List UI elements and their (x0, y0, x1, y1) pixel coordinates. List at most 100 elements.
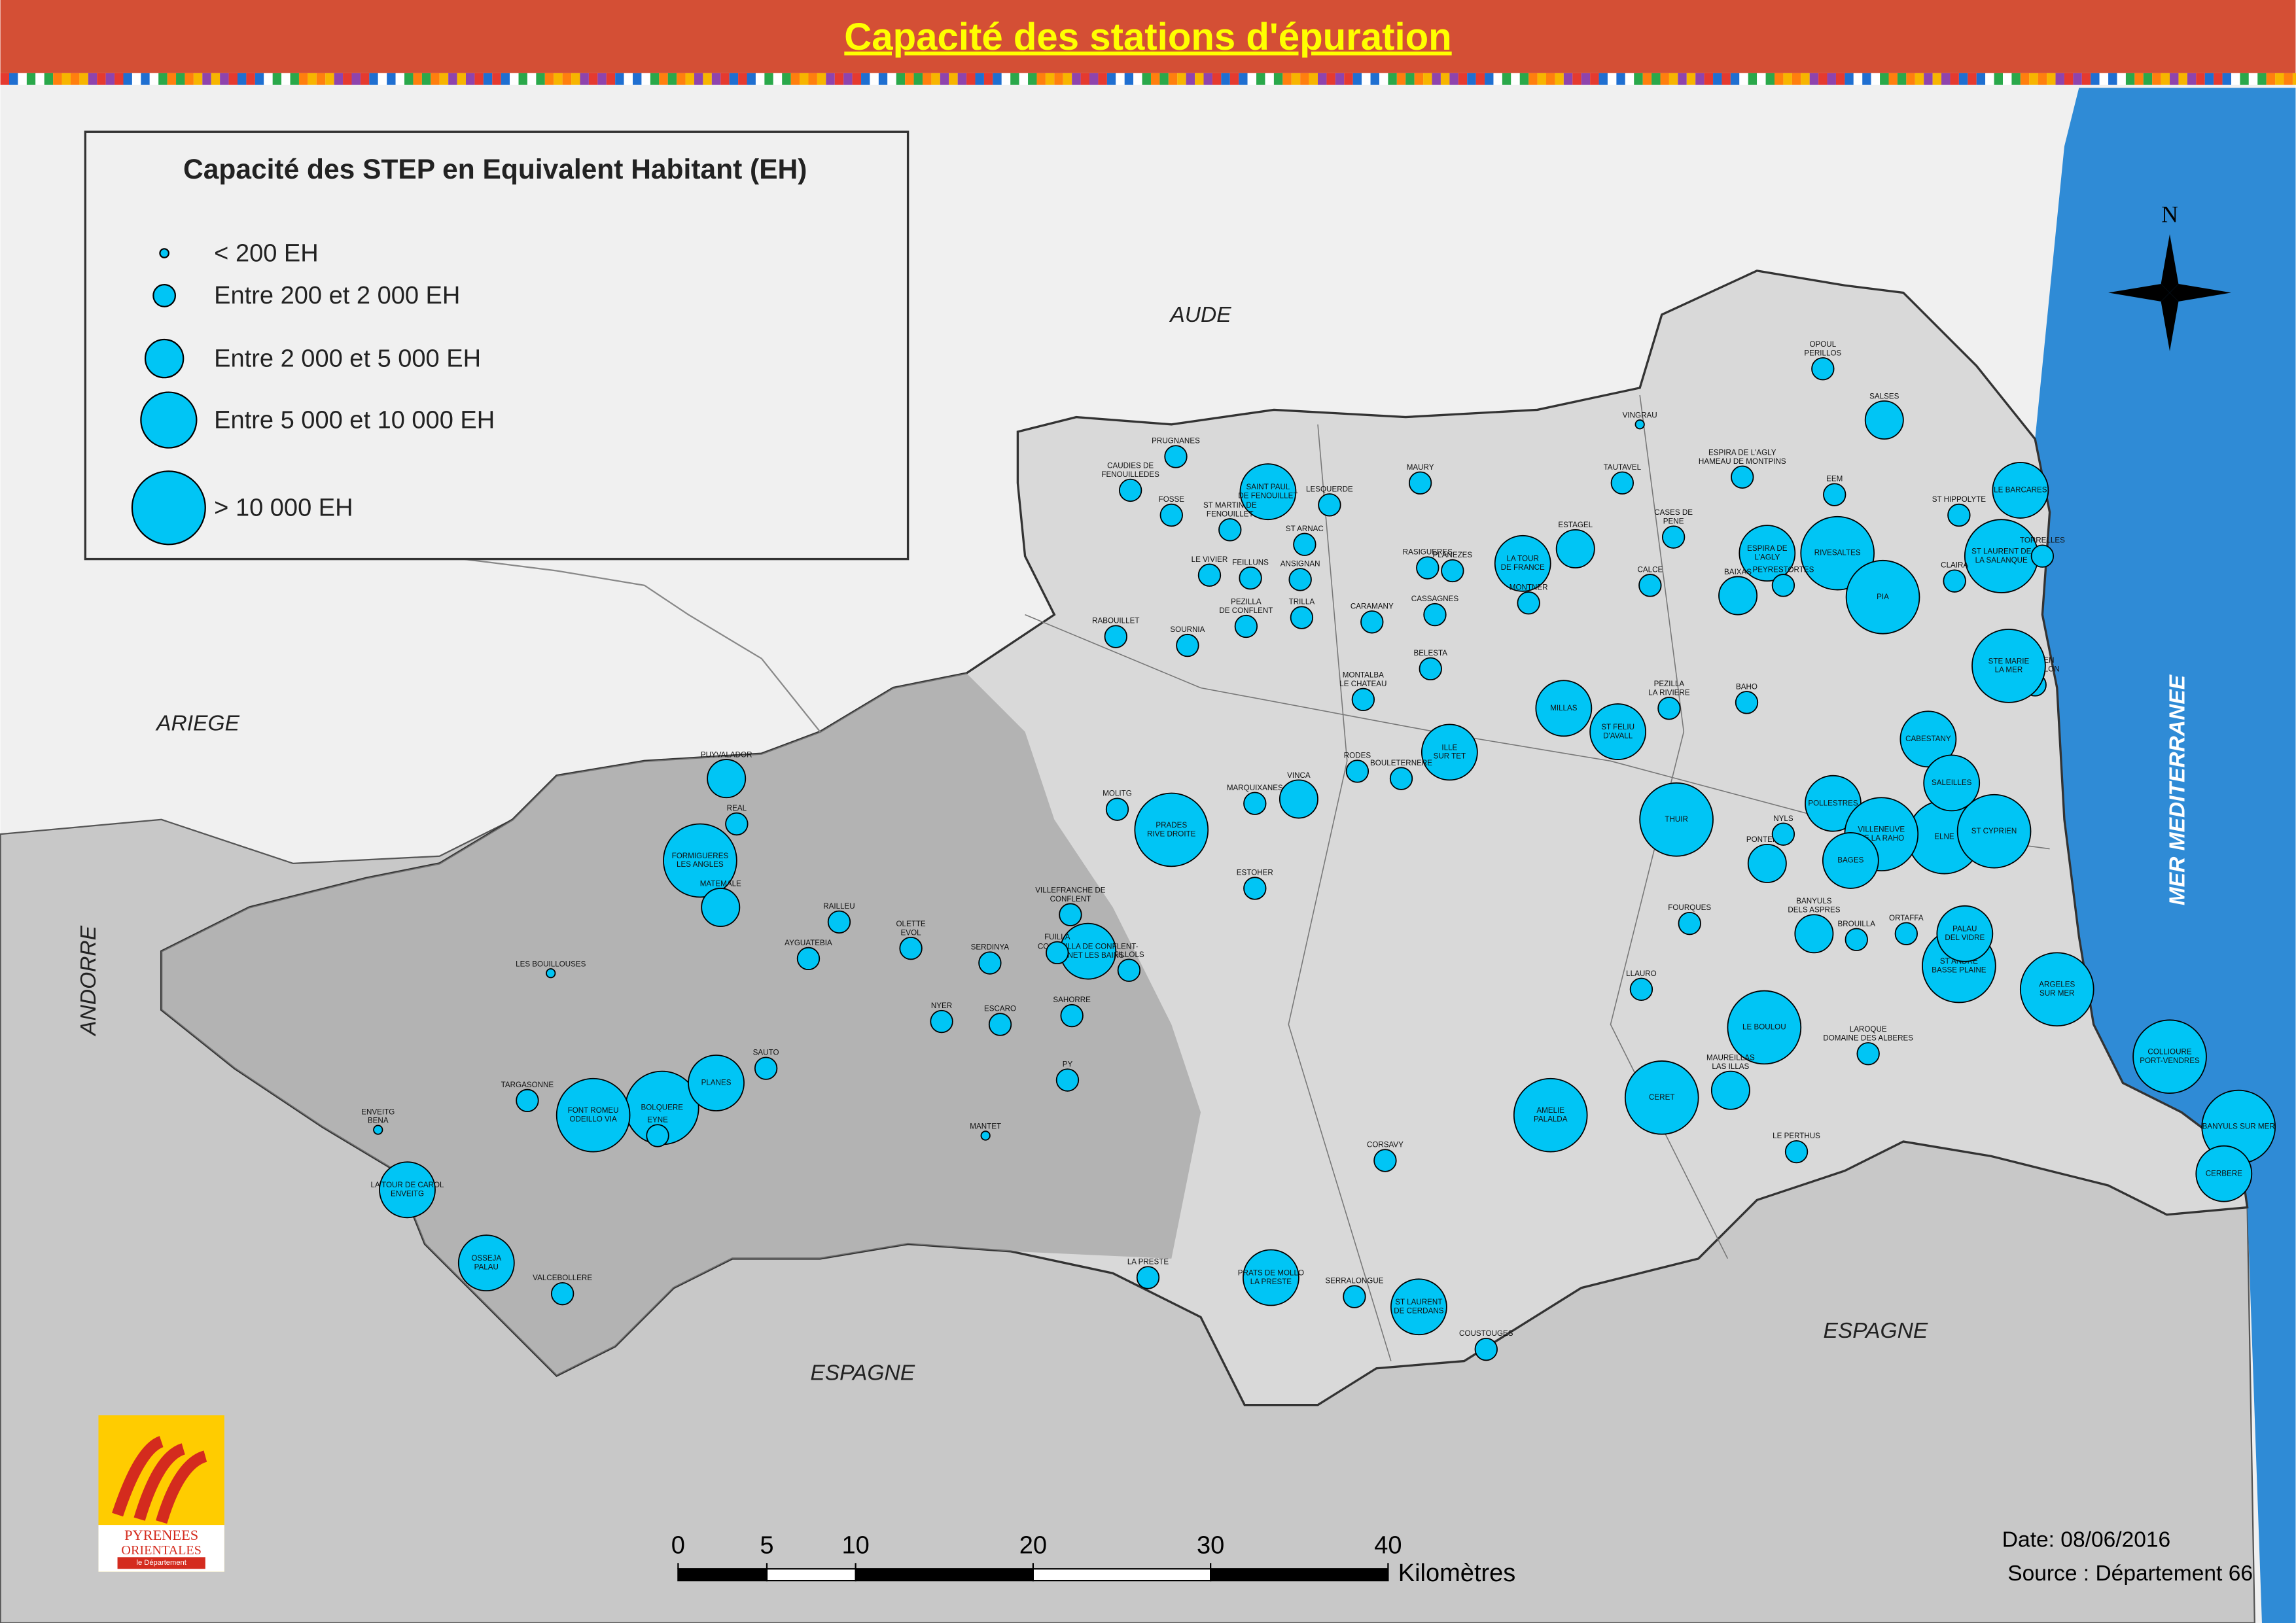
station-label: BAGES (1837, 856, 1863, 865)
station-label: CABESTANY (1905, 735, 1951, 743)
station (1159, 503, 1183, 527)
station (1661, 525, 1686, 549)
stripe-cell (2266, 73, 2276, 85)
stripe-cell (913, 73, 923, 85)
stripe-cell (167, 73, 177, 85)
station (2195, 1145, 2253, 1202)
station-label: NYER (931, 1002, 952, 1010)
station (1055, 1068, 1080, 1092)
stripe-cell (2292, 73, 2296, 85)
station-label: VINCA (1287, 771, 1311, 780)
stripe-cell (334, 73, 344, 85)
station (1408, 471, 1432, 495)
stripe-cell (826, 73, 835, 85)
station (1104, 625, 1127, 648)
station-label: CASSAGNES (1411, 595, 1459, 603)
station-label: EEM (1826, 475, 1843, 483)
station (1634, 419, 1645, 430)
stripe-cell (1853, 73, 1863, 85)
scale-segment (1032, 1568, 1212, 1582)
station-label: PLANES (701, 1079, 732, 1087)
station (1589, 703, 1647, 760)
stripe-cell (711, 73, 721, 85)
stripe-cell (439, 73, 449, 85)
stripe-cell (1449, 73, 1458, 85)
stripe-cell (1045, 73, 1055, 85)
station-label: EYNE (647, 1116, 668, 1125)
stripe-cell (501, 73, 510, 85)
stripe-cell (1748, 73, 1757, 85)
station-label: LE BARCARES (1994, 486, 2047, 495)
station-label: ST CYPRIEN (1971, 827, 2017, 835)
stripe-cell (1695, 73, 1704, 85)
station (1923, 754, 1981, 812)
station (1657, 697, 1681, 720)
station (725, 812, 749, 836)
stripe-cell (387, 73, 396, 85)
station-label: SUR MER (2040, 989, 2075, 998)
station-label: PRADES (1156, 821, 1187, 829)
scale-segment (766, 1568, 857, 1582)
station (1992, 462, 2049, 519)
stripe-cell (141, 73, 150, 85)
legend-symbol (140, 391, 198, 449)
station-label: SALEILLES (1932, 778, 1972, 787)
stripe-cell (35, 73, 44, 85)
stripe-cell (922, 73, 932, 85)
stripe-cell (2091, 73, 2100, 85)
stripe-cell (2073, 73, 2082, 85)
station-label: PRUGNANES (1152, 437, 1200, 445)
stripe-cell (966, 73, 976, 85)
stripe-cell (1159, 73, 1169, 85)
station-label: ST LAURENT (1395, 1298, 1442, 1306)
station-label: LA PRESTE (1127, 1258, 1169, 1266)
logo-text: le Département (136, 1559, 186, 1567)
stripe-cell (2204, 73, 2214, 85)
station-label: LA PRESTE (1250, 1278, 1292, 1286)
stripe-cell (1950, 73, 1959, 85)
stripe-cell (2214, 73, 2223, 85)
station-label: SAINT PAUL (1246, 483, 1290, 491)
stripe-cell (1072, 73, 1081, 85)
stripe-cell (2125, 73, 2135, 85)
stripe-cell (694, 73, 703, 85)
stripe-cell (1555, 73, 1564, 85)
station (516, 1089, 539, 1113)
legend-label: Entre 2 000 et 5 000 EH (214, 345, 481, 372)
stripe-cell (949, 73, 958, 85)
station-label: LA SALANQUE (1975, 556, 2028, 565)
stripe-cell (1686, 73, 1696, 85)
station (1134, 792, 1209, 867)
station (930, 1009, 953, 1034)
stripe-cell (580, 73, 589, 85)
stripe-cell (228, 73, 238, 85)
stripe-cell (2108, 73, 2117, 85)
stripe-cell (1792, 73, 1801, 85)
station (1046, 941, 1069, 965)
stripe-cell (887, 73, 896, 85)
station-label: LES BOUILLOUSES (516, 960, 586, 968)
stripe-cell (659, 73, 668, 85)
station-label: PEYRESTORTES (1752, 565, 1814, 574)
station (1423, 602, 1447, 627)
stripe-cell (1493, 73, 1502, 85)
stripe-cell (1309, 73, 1318, 85)
station-label: STE MARIE (1988, 657, 2030, 665)
station (1610, 471, 1634, 495)
stripe-cell (202, 73, 211, 85)
station (373, 1125, 383, 1135)
station (827, 910, 851, 934)
station-label: RIVE DROITE (1147, 829, 1196, 838)
station-label: PALAU (474, 1263, 499, 1271)
stripe-cell (1880, 73, 1889, 85)
station-label: CAUDIES DE (1107, 462, 1154, 470)
stripe-cell (1221, 73, 1230, 85)
stripe-cell (378, 73, 387, 85)
station (1416, 556, 1439, 580)
station-label: L'AGLY (1754, 553, 1780, 561)
stripe-cell (1634, 73, 1643, 85)
stripe-cell (2240, 73, 2249, 85)
stripe-cell (2029, 73, 2038, 85)
stripe-cell (738, 73, 747, 85)
stripe-cell (544, 73, 554, 85)
